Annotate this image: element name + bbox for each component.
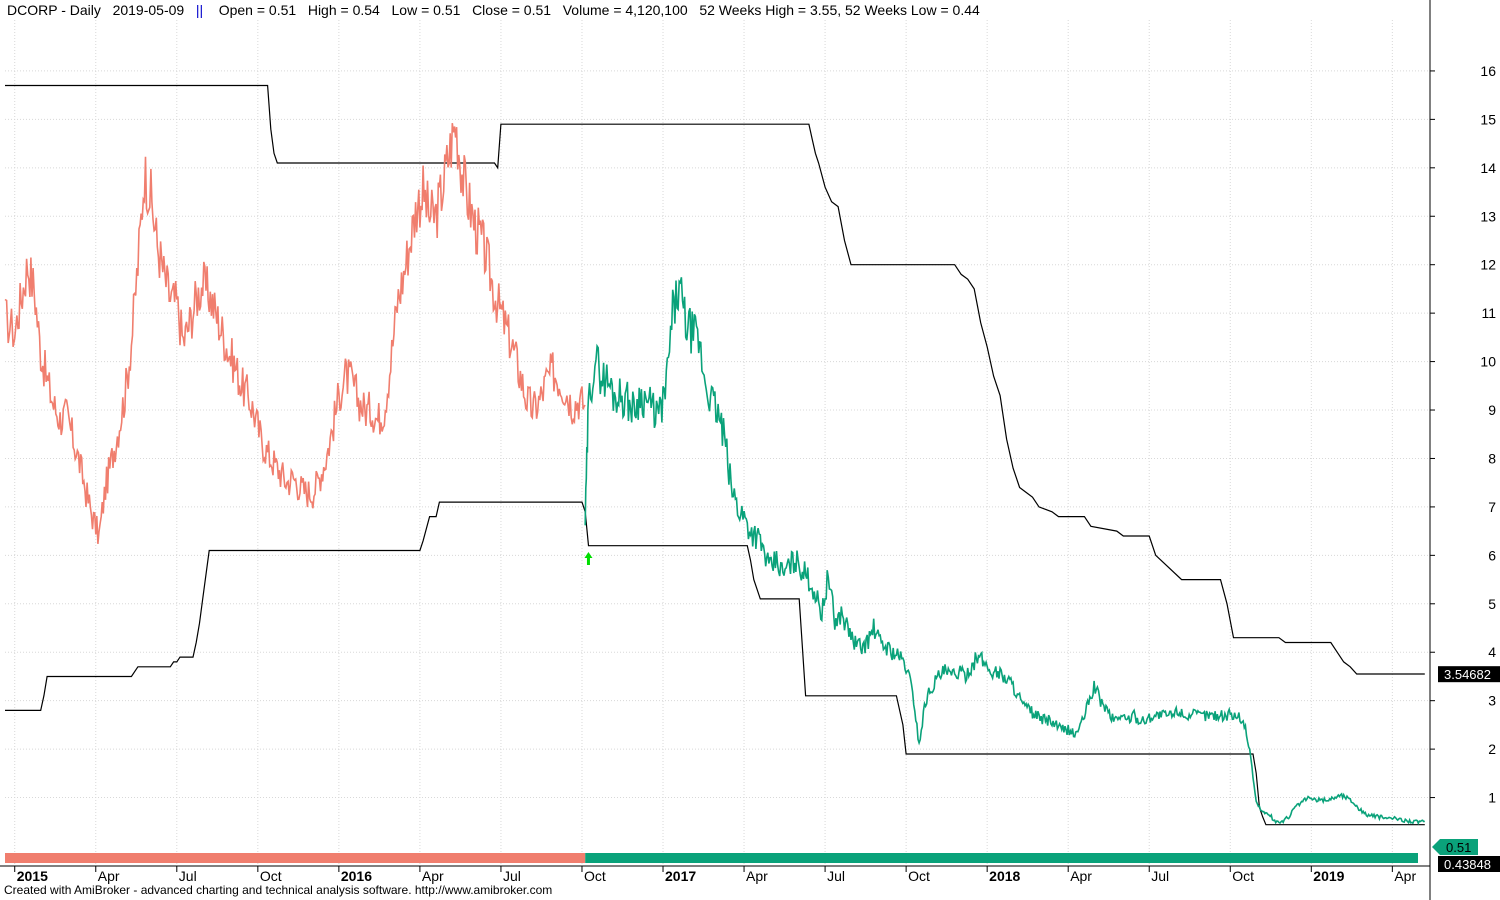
y-tick-label: 13	[1480, 208, 1496, 224]
x-tick-label: 2016	[341, 868, 372, 884]
close-value: Close = 0.51	[472, 2, 552, 18]
low-value: Low = 0.51	[391, 2, 461, 18]
y-tick-label: 4	[1488, 644, 1496, 660]
envelopes	[5, 84, 1425, 826]
y-tick-label: 16	[1480, 63, 1496, 79]
x-tick-label: Jul	[503, 868, 521, 884]
high52-value-label-text: 3.54682	[1444, 667, 1491, 682]
x-tick-label: Oct	[260, 868, 282, 884]
value-labels: 3.54682 0.51 0.43848	[1432, 666, 1500, 872]
x-tick-label: Apr	[98, 868, 120, 884]
buy-arrow-icon	[584, 552, 593, 565]
x-tick-label: 2015	[17, 868, 48, 884]
x-tick-label: Apr	[422, 868, 444, 884]
y-tick-label: 3	[1488, 693, 1496, 709]
high52-value-label-box	[1438, 666, 1500, 683]
low-52-week-line	[5, 501, 1425, 826]
y-tick-label: 2	[1488, 741, 1496, 757]
low52-box	[1438, 856, 1500, 872]
x-tick-label: 2018	[989, 868, 1020, 884]
date: 2019-05-09	[112, 2, 185, 18]
y-tick-label: 15	[1480, 111, 1496, 127]
chart-header: DCORP - Daily 2019-05-09 || Open = 0.51 …	[7, 2, 980, 18]
x-tick-label: Apr	[1070, 868, 1092, 884]
x-tick-label: Oct	[908, 868, 930, 884]
bear-price-line	[4, 123, 586, 544]
x-tick-label: Apr	[746, 868, 768, 884]
y-tick-label: 5	[1488, 596, 1496, 612]
trend-bar-bull	[585, 853, 1418, 863]
y-tick-label: 1	[1488, 790, 1496, 806]
x-tick-label: Jul	[1151, 868, 1169, 884]
low52-text: 0.43848	[1444, 857, 1491, 872]
x-tick-label: 2017	[665, 868, 696, 884]
y-tick-label: 6	[1488, 547, 1496, 563]
symbol: DCORP	[7, 2, 58, 18]
high-52-week-line	[5, 84, 1425, 675]
high-value: High = 0.54	[307, 2, 380, 18]
y-tick-label: 14	[1480, 160, 1496, 176]
grid	[5, 20, 1430, 866]
y-tick-label: 12	[1480, 257, 1496, 273]
volume-value: Volume = 4,120,100	[562, 2, 688, 18]
y-tick-label: 10	[1480, 354, 1496, 370]
x-tick-label: 2019	[1313, 868, 1344, 884]
x-tick-label: Apr	[1394, 868, 1416, 884]
trend-bar-bear	[5, 853, 586, 863]
last-close-box	[1432, 839, 1478, 855]
period: Daily	[69, 2, 101, 18]
y-tick-label: 7	[1488, 499, 1496, 515]
low52-value-label: 0.43848	[1438, 856, 1500, 872]
y-tick-label: 8	[1488, 450, 1496, 466]
bull-price-line	[584, 277, 1425, 826]
last-close-text: 0.51	[1446, 840, 1471, 855]
high52-value-label: 3.54682	[1438, 666, 1500, 683]
y-tick-label: 9	[1488, 402, 1496, 418]
x-tick-label: Oct	[584, 868, 606, 884]
52-weeks-value: 52 Weeks High = 3.55, 52 Weeks Low = 0.4…	[699, 2, 980, 18]
footer-text: Created with AmiBroker - advanced charti…	[4, 883, 553, 897]
price-series	[4, 123, 1425, 863]
y-tick-label: 11	[1481, 305, 1496, 321]
separator: ||	[195, 2, 204, 18]
x-tick-label: Jul	[827, 868, 845, 884]
last-close-label: 0.51	[1432, 839, 1478, 855]
x-tick-label: Oct	[1232, 868, 1254, 884]
x-tick-label: Jul	[179, 868, 197, 884]
open-value: Open = 0.51	[218, 2, 297, 18]
